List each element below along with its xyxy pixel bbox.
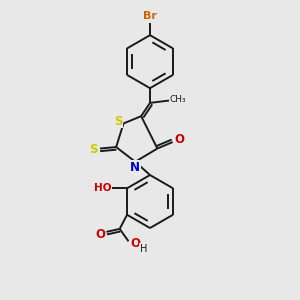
Text: S: S: [89, 143, 98, 156]
Text: O: O: [130, 237, 140, 250]
Text: H: H: [140, 244, 147, 254]
Text: O: O: [96, 228, 106, 241]
Text: O: O: [174, 133, 184, 146]
Text: S: S: [114, 115, 122, 128]
Text: N: N: [130, 160, 140, 174]
Text: HO: HO: [94, 183, 111, 193]
Text: CH₃: CH₃: [170, 95, 186, 104]
Text: Br: Br: [143, 11, 157, 21]
